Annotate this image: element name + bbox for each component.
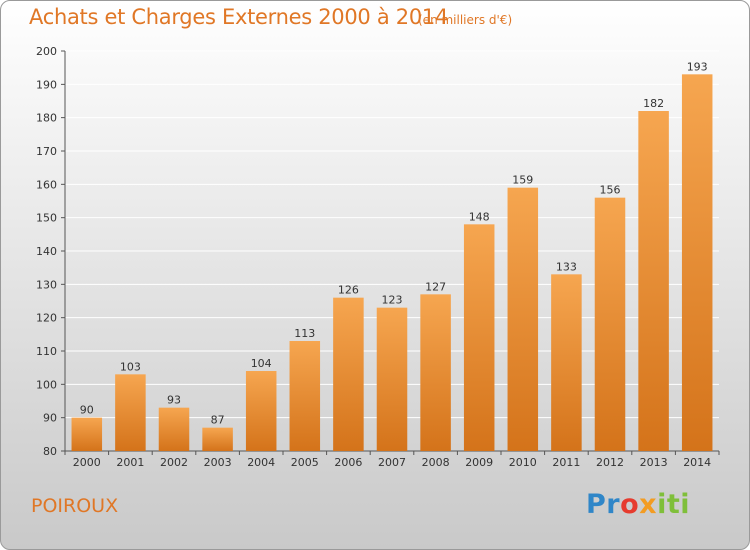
x-tick-label: 2002 [160, 456, 188, 469]
y-tick-label: 120 [36, 312, 57, 325]
bar [71, 417, 103, 451]
bar [202, 427, 233, 451]
bar [333, 297, 364, 451]
bar [420, 294, 451, 451]
bar [507, 187, 539, 451]
data-label: 182 [643, 97, 664, 110]
x-tick-label: 2009 [465, 456, 493, 469]
y-tick-label: 90 [43, 412, 57, 425]
y-tick-label: 80 [43, 445, 57, 458]
data-label: 104 [251, 357, 272, 370]
x-tick-label: 2007 [378, 456, 406, 469]
bar [638, 111, 669, 451]
bar [245, 371, 277, 451]
y-tick-label: 150 [36, 212, 57, 225]
bar [289, 341, 321, 451]
chart-subtitle: (en milliers d'€) [418, 13, 513, 27]
x-tick-label: 2006 [334, 456, 362, 469]
x-tick-label: 2014 [683, 456, 711, 469]
x-tick-label: 2003 [204, 456, 232, 469]
data-label: 133 [556, 260, 577, 273]
bar [158, 407, 190, 451]
data-label: 87 [211, 414, 225, 427]
y-tick-label: 110 [36, 345, 57, 358]
data-label: 113 [294, 327, 315, 340]
data-label: 123 [382, 294, 403, 307]
y-tick-label: 130 [36, 278, 57, 291]
data-label: 159 [512, 174, 533, 187]
data-label: 148 [469, 210, 490, 223]
bar [463, 224, 495, 451]
y-tick-labels: 80 90 100 110 120 130 140 150 160 170 180 190 200 [36, 45, 57, 458]
x-tick-label: 2013 [640, 456, 668, 469]
y-tick-label: 100 [36, 378, 57, 391]
x-tick-label: 2004 [247, 456, 275, 469]
y-tick-label: 170 [36, 145, 57, 158]
data-label: 126 [338, 284, 359, 297]
data-label: 156 [600, 184, 621, 197]
proxiti-logo[interactable]: Proxiti [586, 489, 691, 520]
x-tick-label: 2011 [552, 456, 580, 469]
x-tick-label: 2001 [116, 456, 144, 469]
commune-name: POIROUX [31, 495, 119, 517]
data-label: 127 [425, 280, 446, 293]
bars [71, 74, 713, 451]
x-tick-label: 2012 [596, 456, 624, 469]
data-labels: 90 103 93 87 104 113 126 123 127 148 159 133 156 182 1… [80, 60, 708, 426]
data-label: 193 [687, 60, 708, 73]
x-tick-label: 2008 [422, 456, 450, 469]
data-label: 103 [120, 360, 141, 373]
data-label: 90 [80, 404, 94, 417]
bar [115, 374, 146, 451]
data-label: 93 [167, 394, 181, 407]
y-tick-label: 160 [36, 178, 57, 191]
y-tick-label: 200 [36, 45, 57, 58]
chart-title: Achats et Charges Externes 2000 à 2014 [29, 5, 449, 29]
bar [681, 74, 713, 451]
bar [551, 274, 582, 451]
x-tick-label: 2010 [509, 456, 537, 469]
bar [594, 197, 626, 451]
x-tick-label: 2000 [73, 456, 101, 469]
y-tick-label: 180 [36, 112, 57, 125]
x-tick-label: 2005 [291, 456, 319, 469]
x-tick-labels: 2000 2001 2002 2003 2004 2005 2006 2007 2008 2009… [73, 456, 711, 469]
bar [376, 307, 408, 451]
y-tick-label: 140 [36, 245, 57, 258]
y-tick-label: 190 [36, 78, 57, 91]
